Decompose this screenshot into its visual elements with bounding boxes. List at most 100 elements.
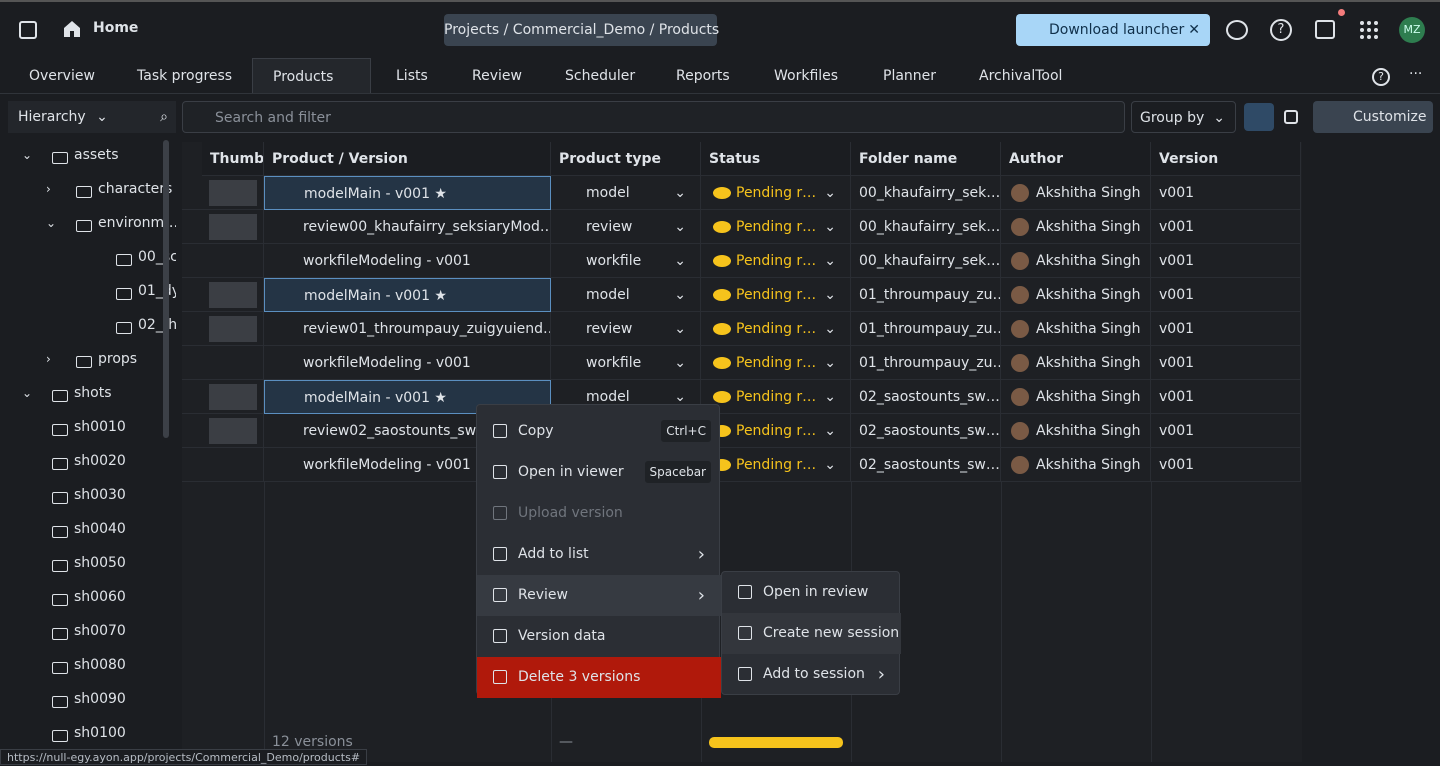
table-cell[interactable]: 01_throumpauy_zu… — [851, 346, 1001, 380]
expander[interactable]: ⌄ — [22, 148, 33, 162]
tab[interactable]: Scheduler — [565, 68, 636, 84]
customize-button[interactable]: Customize — [1313, 101, 1433, 133]
thumbnail[interactable] — [202, 346, 264, 380]
home-link[interactable]: Home — [93, 20, 139, 36]
column-header[interactable]: Thumbn — [202, 142, 264, 176]
table-cell[interactable]: 02_saostounts_sw… — [851, 380, 1001, 414]
tab[interactable]: Lists — [396, 68, 428, 84]
thumbnail[interactable] — [202, 448, 264, 482]
tree-item[interactable]: sh0010 — [74, 419, 126, 435]
tab[interactable]: Planner — [883, 68, 937, 84]
table-view[interactable] — [1244, 103, 1274, 131]
table-cell[interactable]: v001 — [1151, 278, 1301, 312]
table-cell[interactable]: Akshitha Singh — [1001, 448, 1151, 482]
tab-help[interactable]: ? — [1372, 68, 1390, 86]
chat-icon[interactable] — [1226, 20, 1248, 40]
tree-item[interactable]: sh0090 — [74, 691, 126, 707]
thumbnail[interactable] — [202, 244, 264, 278]
table-cell[interactable]: v001 — [1151, 380, 1301, 414]
tree-item[interactable]: environm… — [98, 215, 176, 231]
tree-item[interactable]: 00_schr… — [138, 249, 176, 265]
table-cell[interactable]: model ⌄ — [551, 278, 701, 312]
table-cell[interactable]: v001 — [1151, 176, 1301, 210]
table-cell[interactable]: v001 — [1151, 414, 1301, 448]
expander[interactable]: › — [46, 182, 51, 196]
table-cell[interactable]: Pending r… ⌄ — [701, 312, 851, 346]
expander[interactable]: › — [46, 352, 51, 366]
table-cell[interactable]: Pending r… ⌄ — [701, 210, 851, 244]
hierarchy-select[interactable]: Hierarchy ⌄ ⌕ — [8, 101, 176, 133]
table-cell[interactable]: 00_khaufairry_sek… — [851, 210, 1001, 244]
home-icon[interactable] — [62, 19, 82, 39]
table-cell[interactable]: review⌄ — [551, 312, 701, 346]
thumbnail[interactable] — [202, 278, 264, 312]
column-header[interactable]: Status — [701, 142, 851, 176]
column-header[interactable]: Folder name — [851, 142, 1001, 176]
group-by[interactable]: Group by ⌄ — [1131, 101, 1236, 133]
tree-item[interactable]: shots — [74, 385, 112, 401]
more-menu[interactable]: ··· — [1409, 66, 1423, 82]
table-cell[interactable]: Pending r… ⌄ — [701, 346, 851, 380]
menu-item[interactable]: Add to list › — [477, 534, 721, 575]
apps-icon[interactable] — [1360, 21, 1378, 39]
expander[interactable]: ⌄ — [22, 386, 33, 400]
table-cell[interactable]: review⌄ — [551, 210, 701, 244]
thumbnail[interactable] — [202, 176, 264, 210]
grid-view[interactable] — [1284, 110, 1298, 124]
table-cell[interactable]: Akshitha Singh — [1001, 210, 1151, 244]
table-cell[interactable]: v001 — [1151, 346, 1301, 380]
download-launcher[interactable]: Download launcher ✕ — [1016, 14, 1210, 46]
table-cell[interactable]: review01_throumpauy_zuigyuiend… — [264, 312, 551, 346]
tab[interactable]: Products — [252, 58, 371, 94]
tab[interactable]: Overview — [29, 68, 95, 84]
table-cell[interactable]: 00_khaufairry_sek… — [851, 176, 1001, 210]
column-header[interactable]: Author — [1001, 142, 1151, 176]
table-cell[interactable]: modelMain - v001 ★ — [264, 176, 551, 210]
tree-item[interactable]: characters — [98, 181, 173, 197]
avatar[interactable]: MZ — [1399, 17, 1425, 43]
thumbnail[interactable] — [202, 414, 264, 448]
table-cell[interactable]: v001 — [1151, 448, 1301, 482]
table-cell[interactable]: workfileModeling - v001 — [264, 346, 551, 380]
help-icon[interactable]: ? — [1270, 19, 1292, 41]
inbox-icon[interactable] — [1315, 20, 1335, 39]
table-cell[interactable]: review00_khaufairry_seksiaryMod… — [264, 210, 551, 244]
search-input[interactable]: Search and filter — [182, 101, 1125, 133]
tab[interactable]: Workfiles — [774, 68, 839, 84]
tree-item[interactable]: sh0050 — [74, 555, 126, 571]
tree-item[interactable]: sh0030 — [74, 487, 126, 503]
tree-item[interactable]: sh0070 — [74, 623, 126, 639]
table-cell[interactable]: workfileModeling - v001 — [264, 244, 551, 278]
table-cell[interactable]: Akshitha Singh — [1001, 414, 1151, 448]
table-cell[interactable]: modelMain - v001 ★ — [264, 380, 551, 414]
table-cell[interactable]: model ⌄ — [551, 176, 701, 210]
table-cell[interactable]: Pending r… ⌄ — [701, 278, 851, 312]
table-cell[interactable]: 01_throumpauy_zu… — [851, 312, 1001, 346]
tab[interactable]: Review — [472, 68, 522, 84]
breadcrumb[interactable]: Projects / Commercial_Demo / Products — [444, 14, 719, 46]
table-cell[interactable]: workfile⌄ — [551, 346, 701, 380]
table-cell[interactable]: Pending r… ⌄ — [701, 176, 851, 210]
tree-item[interactable]: sh0060 — [74, 589, 126, 605]
tab[interactable]: Reports — [676, 68, 730, 84]
table-cell[interactable]: Pending r… ⌄ — [701, 414, 851, 448]
table-cell[interactable]: v001 — [1151, 210, 1301, 244]
table-cell[interactable]: modelMain - v001 ★ — [264, 278, 551, 312]
table-cell[interactable]: Pending r… ⌄ — [701, 380, 851, 414]
menu-item[interactable]: Copy Ctrl+C — [477, 411, 721, 452]
column-header[interactable]: Product / Version — [264, 142, 551, 176]
submenu-item[interactable]: Add to session › — [722, 654, 901, 695]
tree-item[interactable]: sh0080 — [74, 657, 126, 673]
tab[interactable]: ArchivalTool — [979, 68, 1063, 84]
table-cell[interactable]: 01_throumpauy_zu… — [851, 278, 1001, 312]
table-cell[interactable]: Akshitha Singh — [1001, 312, 1151, 346]
menu-item[interactable]: Open in viewer Spacebar — [477, 452, 721, 493]
column-header[interactable]: Version — [1151, 142, 1301, 176]
tree-item[interactable]: sh0040 — [74, 521, 126, 537]
table-cell[interactable]: 02_saostounts_sw… — [851, 414, 1001, 448]
table-cell[interactable]: v001 — [1151, 312, 1301, 346]
table-cell[interactable]: Akshitha Singh — [1001, 244, 1151, 278]
thumbnail[interactable] — [202, 380, 264, 414]
tree-item[interactable]: props — [98, 351, 138, 367]
column-header[interactable]: Product type — [551, 142, 701, 176]
